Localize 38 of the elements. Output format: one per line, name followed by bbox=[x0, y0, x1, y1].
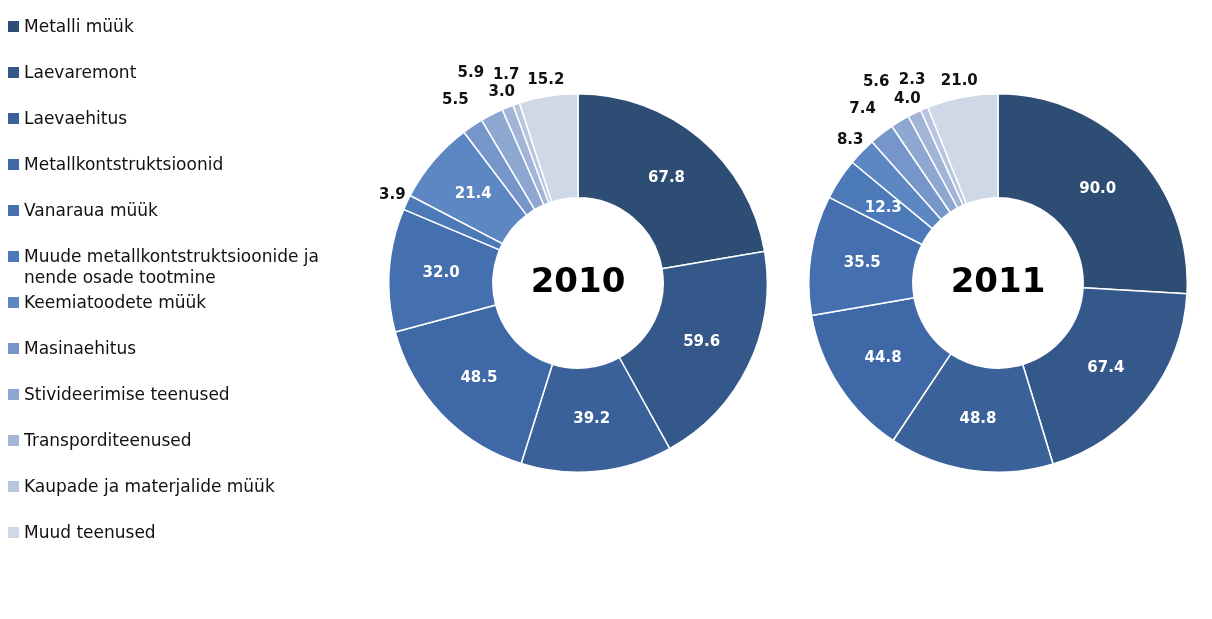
data-label: 15.2 bbox=[527, 70, 565, 89]
data-label: 67.4 bbox=[1087, 357, 1125, 376]
legend-label: Muud teenused bbox=[24, 522, 156, 543]
legend-label: Kaupade ja materjalide müük bbox=[24, 476, 275, 497]
data-label: 5.9 bbox=[457, 63, 485, 82]
text: 2010 bbox=[530, 259, 626, 300]
legend-label: Stivideerimise teenused bbox=[24, 384, 230, 405]
data-label: 12.3 bbox=[864, 197, 902, 216]
legend-label: Vanaraua müük bbox=[24, 200, 158, 221]
data-label: 32.0 bbox=[422, 263, 460, 282]
data-label: 39.2 bbox=[573, 409, 611, 428]
data-label: 90.0 bbox=[1079, 178, 1117, 197]
legend-label: Laevaehitus bbox=[24, 108, 128, 129]
text: 2011 bbox=[950, 259, 1046, 300]
legend-label: Metalli müük bbox=[24, 16, 134, 37]
data-label: 59.6 bbox=[683, 332, 721, 351]
legend-label: Metallkontstruktsioonid bbox=[24, 154, 224, 175]
data-label: 48.8 bbox=[959, 408, 997, 427]
data-label: 4.0 bbox=[894, 88, 921, 107]
data-label: 48.5 bbox=[460, 367, 498, 386]
legend-label: Laevaremont bbox=[24, 62, 137, 83]
data-label: 5.5 bbox=[442, 89, 469, 108]
data-label: 21.0 bbox=[940, 71, 978, 90]
legend-label: Muude metallkontstruktsioonide ja nende osade tootmine bbox=[24, 246, 320, 288]
data-label: 5.6 bbox=[862, 71, 890, 90]
data-label: 3.0 bbox=[488, 82, 516, 101]
data-label: 7.4 bbox=[849, 99, 876, 118]
legend-label: Transporditeenused bbox=[24, 430, 192, 451]
data-label: 44.8 bbox=[864, 347, 902, 366]
data-label: 67.8 bbox=[648, 168, 686, 187]
data-label: 35.5 bbox=[843, 252, 881, 271]
data-label: 1.7 bbox=[492, 64, 520, 83]
data-label: 3.9 bbox=[379, 185, 406, 204]
data-label: 8.3 bbox=[836, 130, 864, 149]
data-label: 21.4 bbox=[454, 184, 492, 203]
legend-label: Keemiatoodete müük bbox=[24, 292, 207, 313]
data-label: 2.3 bbox=[898, 70, 926, 89]
legend-label: Masinaehitus bbox=[24, 338, 137, 359]
